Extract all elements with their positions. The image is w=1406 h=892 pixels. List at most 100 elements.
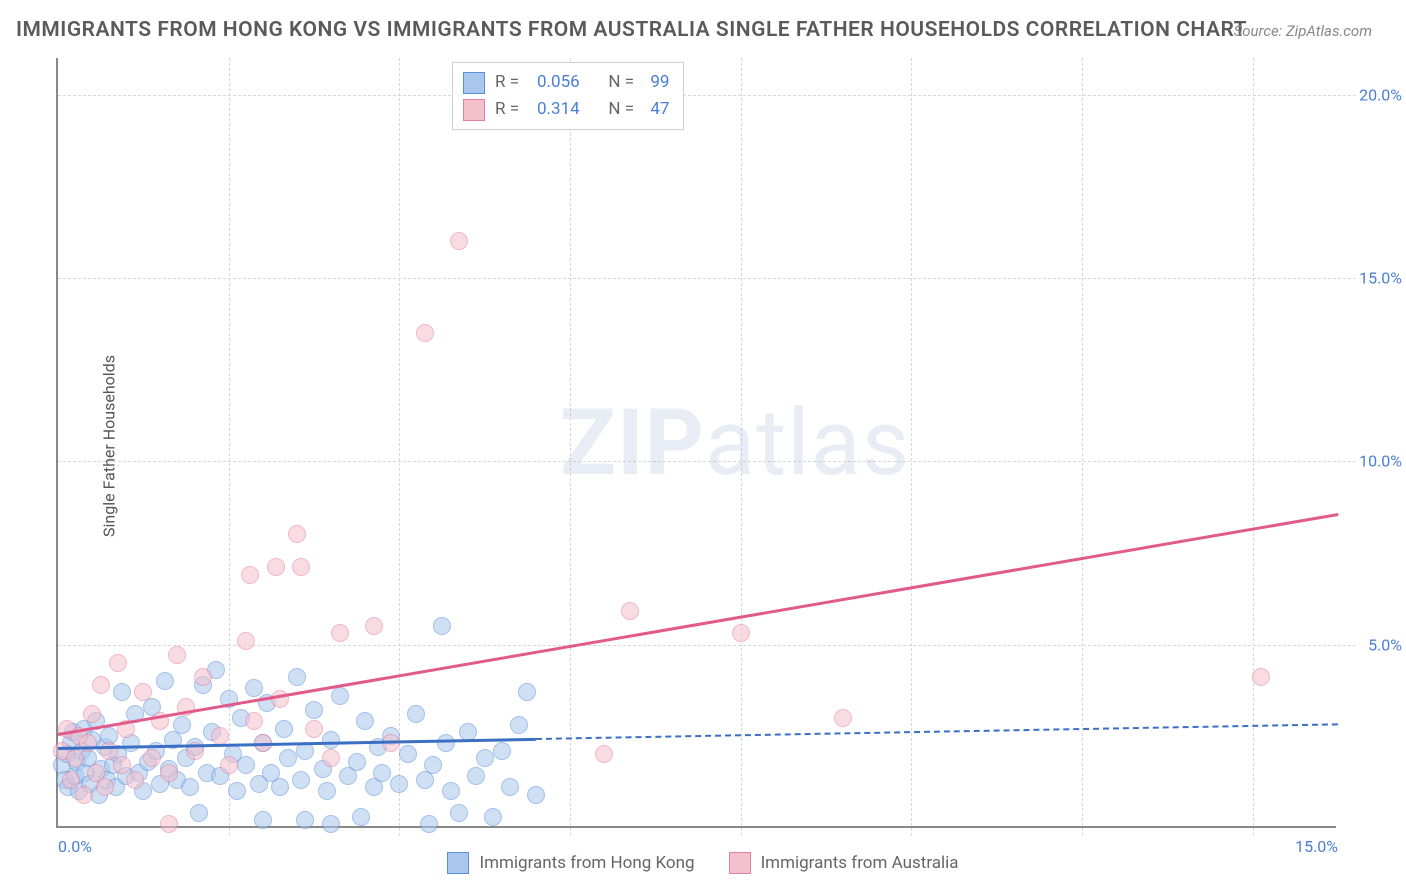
scatter-point (365, 617, 383, 635)
scatter-point (331, 687, 349, 705)
scatter-point (275, 720, 293, 738)
scatter-point (211, 727, 229, 745)
legend-r-label: R = (495, 96, 529, 123)
scatter-point (156, 672, 174, 690)
scatter-point (288, 668, 306, 686)
scatter-point (271, 778, 289, 796)
gridline-horizontal (58, 461, 1356, 462)
scatter-point (484, 808, 502, 826)
gridline-horizontal (58, 278, 1356, 279)
scatter-point (373, 764, 391, 782)
legend-swatch (447, 852, 469, 874)
legend-n-value: 99 (650, 69, 669, 96)
gridline-vertical (741, 58, 742, 836)
scatter-point (352, 808, 370, 826)
legend-swatch (463, 72, 485, 94)
scatter-point (109, 654, 127, 672)
y-tick-label: 10.0% (1359, 452, 1402, 471)
legend-n-value: 47 (650, 96, 669, 123)
scatter-point (476, 749, 494, 767)
scatter-point (420, 815, 438, 833)
scatter-point (66, 749, 84, 767)
gridline-vertical (229, 58, 230, 836)
gridline-vertical (1253, 58, 1254, 836)
trend-line (536, 723, 1338, 740)
scatter-point (501, 778, 519, 796)
scatter-point (160, 764, 178, 782)
legend-n-label: N = (608, 96, 642, 123)
scatter-point (288, 525, 306, 543)
scatter-point (595, 745, 613, 763)
series-legend: Immigrants from Hong Kong Immigrants from… (0, 852, 1406, 874)
scatter-point (194, 668, 212, 686)
scatter-point (331, 624, 349, 642)
scatter-point (220, 756, 238, 774)
scatter-point (126, 771, 144, 789)
scatter-point (424, 756, 442, 774)
scatter-point (173, 716, 191, 734)
legend-row: R = 0.314 N = 47 (463, 96, 669, 123)
scatter-point (245, 712, 263, 730)
scatter-point (322, 731, 340, 749)
scatter-point (834, 709, 852, 727)
scatter-point (113, 756, 131, 774)
scatter-point (254, 811, 272, 829)
legend-r-value: 0.056 (537, 69, 580, 96)
legend-row: R = 0.056 N = 99 (463, 69, 669, 96)
scatter-point (442, 782, 460, 800)
scatter-point (62, 771, 80, 789)
scatter-point (241, 566, 259, 584)
scatter-point (245, 679, 263, 697)
legend-n-label: N = (608, 69, 642, 96)
chart-title: IMMIGRANTS FROM HONG KONG VS IMMIGRANTS … (16, 18, 1247, 42)
scatter-point (96, 778, 114, 796)
scatter-point (143, 749, 161, 767)
scatter-point (83, 705, 101, 723)
correlation-legend: R = 0.056 N = 99 R = 0.314 N = 47 (452, 62, 684, 130)
scatter-plot-area: 5.0%10.0%15.0%20.0%0.0%15.0% (56, 58, 1336, 828)
gridline-vertical (399, 58, 400, 836)
y-tick-label: 20.0% (1359, 85, 1402, 104)
scatter-point (356, 712, 374, 730)
scatter-point (92, 676, 110, 694)
scatter-point (527, 786, 545, 804)
scatter-point (296, 811, 314, 829)
scatter-point (407, 705, 425, 723)
scatter-point (390, 775, 408, 793)
scatter-point (510, 716, 528, 734)
scatter-point (228, 782, 246, 800)
series-legend-item: Immigrants from Australia (729, 852, 959, 874)
legend-swatch (463, 99, 485, 121)
scatter-point (305, 720, 323, 738)
gridline-vertical (911, 58, 912, 836)
scatter-point (160, 815, 178, 833)
scatter-point (450, 804, 468, 822)
scatter-point (621, 602, 639, 620)
scatter-point (399, 745, 417, 763)
series-name: Immigrants from Hong Kong (479, 853, 694, 873)
gridline-vertical (570, 58, 571, 836)
scatter-point (100, 742, 118, 760)
scatter-point (168, 646, 186, 664)
scatter-point (450, 232, 468, 250)
y-tick-label: 5.0% (1368, 635, 1402, 654)
legend-r-label: R = (495, 69, 529, 96)
series-legend-item: Immigrants from Hong Kong (447, 852, 694, 874)
scatter-point (134, 683, 152, 701)
scatter-point (348, 753, 366, 771)
scatter-point (518, 683, 536, 701)
legend-r-value: 0.314 (537, 96, 580, 123)
scatter-point (467, 767, 485, 785)
source-attribution: Source: ZipAtlas.com (1234, 22, 1372, 40)
scatter-point (433, 617, 451, 635)
trend-line (58, 513, 1339, 736)
scatter-point (190, 804, 208, 822)
scatter-point (493, 742, 511, 760)
scatter-point (237, 632, 255, 650)
scatter-point (79, 734, 97, 752)
scatter-point (1252, 668, 1270, 686)
scatter-point (292, 558, 310, 576)
series-name: Immigrants from Australia (761, 853, 959, 873)
scatter-point (75, 786, 93, 804)
scatter-point (292, 771, 310, 789)
